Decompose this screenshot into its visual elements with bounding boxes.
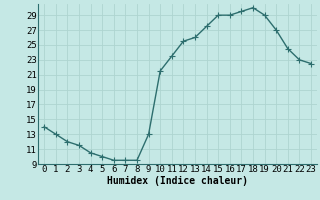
X-axis label: Humidex (Indice chaleur): Humidex (Indice chaleur) <box>107 176 248 186</box>
